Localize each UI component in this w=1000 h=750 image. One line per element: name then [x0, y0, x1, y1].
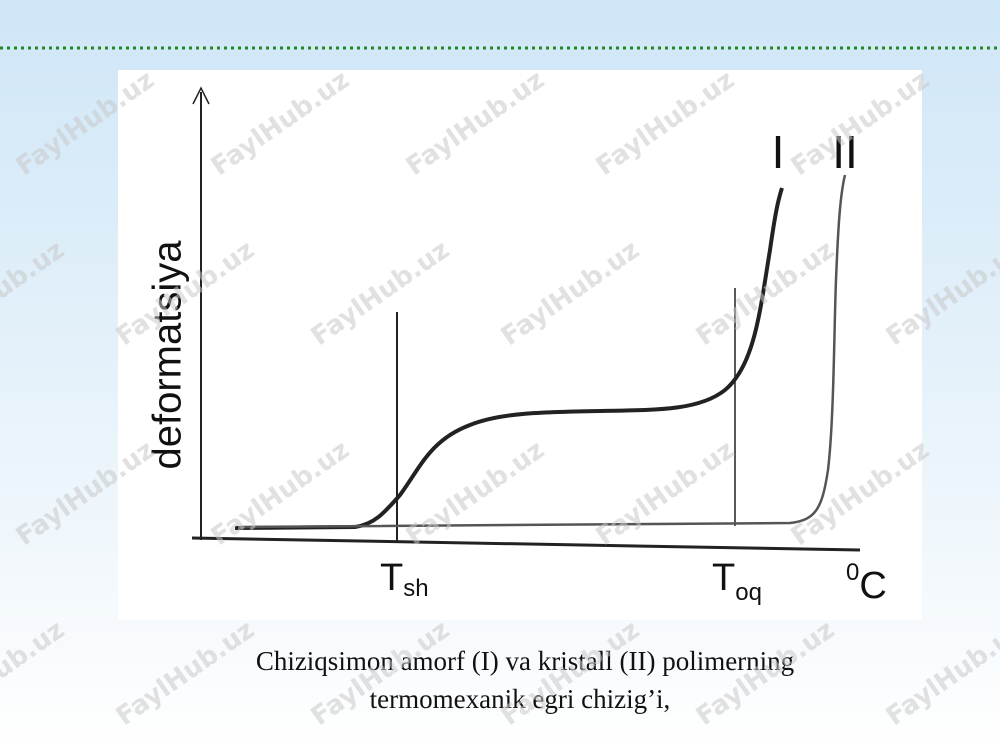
marker-label: Toq — [712, 557, 762, 606]
marker-symbol: T — [712, 557, 735, 599]
unit-superscript: 0 — [846, 559, 859, 586]
curve-label: II — [832, 126, 858, 178]
curve-amorphous — [234, 187, 784, 530]
marker-label: Tsh — [380, 557, 429, 602]
diagram — [191, 86, 861, 552]
curve-crystalline — [239, 174, 847, 529]
caption-line: Chiziqsimon amorf (I) va kristall (II) p… — [256, 646, 794, 676]
curve-label: I — [772, 126, 785, 178]
marker-symbol: T — [380, 557, 403, 599]
x-axis — [191, 536, 861, 552]
y-axis-arrow — [192, 86, 210, 105]
unit-label: 0C — [846, 559, 887, 607]
caption-line: termomexanik egri chizig’i, — [370, 684, 671, 714]
marker-subscript: sh — [403, 575, 428, 602]
y-axis-label: deformatsiya — [146, 240, 190, 470]
marker-subscript: oq — [735, 579, 762, 606]
unit-text: C — [859, 565, 886, 607]
